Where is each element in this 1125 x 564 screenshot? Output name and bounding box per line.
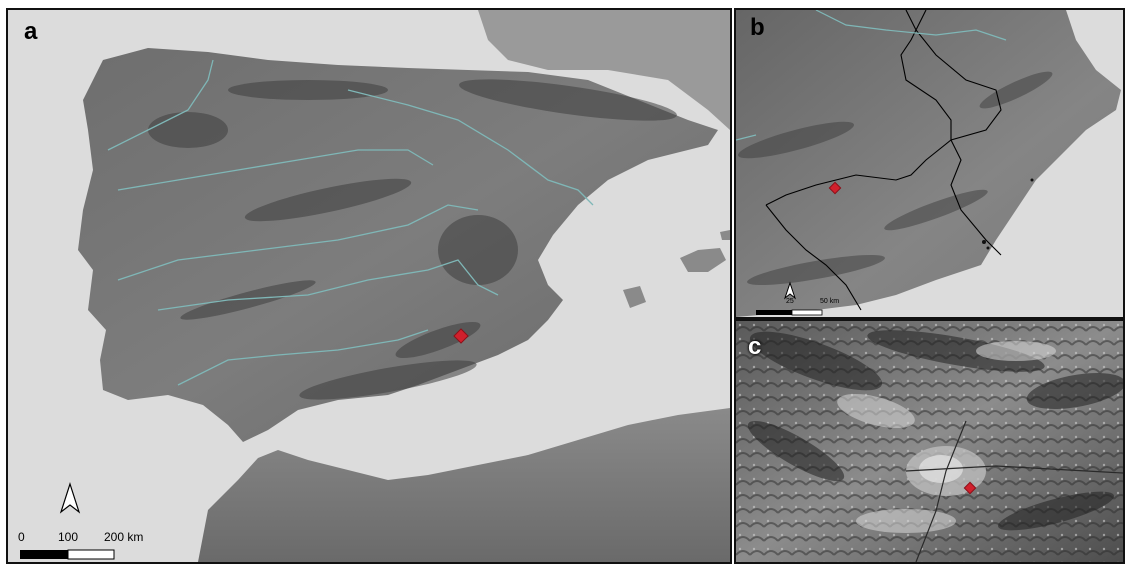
site-marker-icon [963, 481, 977, 495]
regional-relief-map [736, 10, 1123, 317]
map-panel-a: a 0 100 200 km [6, 8, 732, 564]
scale-label-mid: 25 [786, 298, 794, 305]
iberia-relief-map [8, 10, 730, 562]
map-panel-c: c [734, 319, 1125, 564]
france-landmass [478, 10, 730, 130]
scale-bar [756, 309, 823, 316]
map-panel-b: b 25 50 km [734, 8, 1125, 319]
north-arrow-icon [59, 482, 81, 514]
river-guadiana [157, 259, 499, 311]
mallorca [680, 248, 726, 272]
north-arrow-icon [783, 281, 797, 300]
menorca [720, 230, 730, 240]
river-guadalquivir [177, 329, 429, 386]
rivers [107, 59, 594, 386]
scale-bar [20, 549, 115, 560]
site-marker-icon [453, 328, 469, 344]
admin-borders [765, 10, 1002, 311]
bright-fields [837, 341, 1056, 533]
river-ebro [347, 89, 594, 206]
scale-label-zero: 0 [18, 530, 25, 544]
iberian-peninsula [78, 48, 718, 442]
panel-label-b: b [750, 14, 765, 41]
river-tajo [117, 204, 479, 281]
mountain-shadows [747, 330, 1123, 531]
satellite-image [736, 321, 1123, 562]
scale-label-end: 200 km [104, 530, 144, 544]
coastal-islands [982, 178, 1034, 250]
river-duero [117, 149, 434, 191]
scale-label-end: 50 km [820, 298, 840, 305]
rivers [736, 10, 1007, 141]
panel-label-c: c [748, 333, 762, 360]
scale-label-mid: 100 [58, 530, 79, 544]
north-africa-landmass [198, 408, 730, 562]
site-marker-icon [828, 181, 842, 195]
ibiza [623, 286, 646, 308]
river-mino [107, 59, 214, 151]
roads [905, 420, 1123, 562]
relief-shading [148, 79, 677, 400]
panel-label-a: a [24, 18, 38, 45]
